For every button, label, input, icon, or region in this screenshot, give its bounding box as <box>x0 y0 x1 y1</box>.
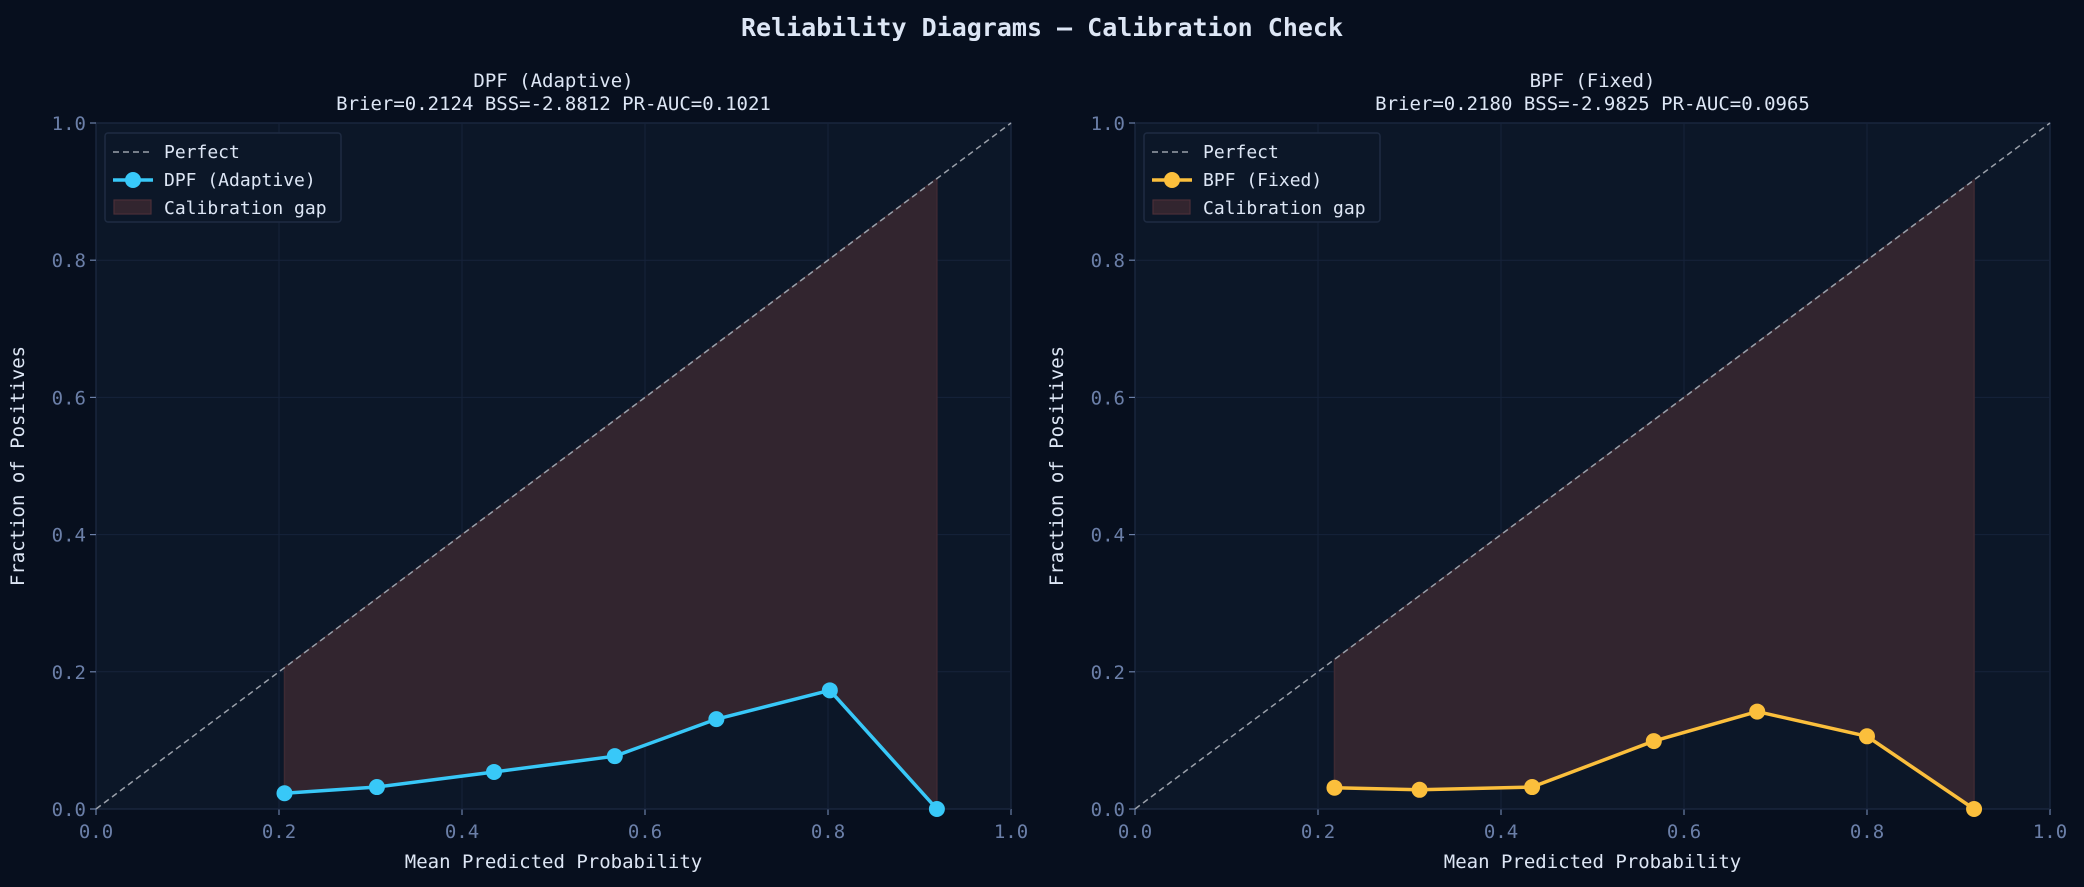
perfect-calibration-line <box>95 122 1012 810</box>
y-tick-label: 0.8 <box>1091 250 1125 272</box>
legend-gap-swatch <box>113 199 152 215</box>
x-tick-label: 0.2 <box>262 821 296 843</box>
data-point <box>276 785 293 802</box>
x-tick-label: 0.0 <box>1118 821 1152 843</box>
subplot-2: 0.0 0.2 0.4 0.6 0.8 1.0 0.0 0.2 0.4 0.6 0.8 1.0 BPF … <box>1046 70 2067 873</box>
legend-label: DPF (Adaptive) <box>164 170 316 191</box>
y-tick-label: 0.0 <box>1091 799 1125 821</box>
data-point <box>708 711 725 728</box>
legend-series-marker <box>1164 172 1180 188</box>
y-tick-label: 0.6 <box>1091 387 1125 409</box>
data-point <box>1326 779 1343 796</box>
data-point <box>1411 781 1428 798</box>
y-axis-label: Fraction of Positives <box>1046 346 1068 586</box>
y-tick-label: 0.2 <box>1091 662 1125 684</box>
legend-label: Calibration gap <box>1203 198 1366 219</box>
data-point <box>368 779 385 796</box>
y-tick-label: 0.0 <box>52 799 86 821</box>
x-tick-label: 0.6 <box>1667 821 1701 843</box>
subplot-title: DPF (Adaptive) <box>473 70 633 92</box>
subplot-title: BPF (Fixed) <box>1530 70 1656 92</box>
x-tick-label: 1.0 <box>2033 821 2067 843</box>
x-tick-label: 0.6 <box>628 821 662 843</box>
legend-box <box>1143 132 1381 223</box>
data-point <box>928 801 945 817</box>
data-point <box>486 763 503 780</box>
data-point <box>606 748 623 765</box>
x-tick-label: 0.4 <box>1484 821 1518 843</box>
subplot-subtitle: Brier=0.2180 BSS=-2.9825 PR-AUC=0.0965 <box>1375 93 1810 115</box>
legend: Perfect BPF (Fixed) Calibration gap <box>1143 132 1381 223</box>
data-point <box>821 682 838 699</box>
x-tick-label: 0.0 <box>79 821 113 843</box>
y-tick-label: 0.4 <box>1091 525 1125 547</box>
perfect-calibration-line <box>1134 122 2051 810</box>
data-point <box>1645 733 1662 750</box>
legend-label: BPF (Fixed) <box>1203 170 1322 191</box>
legend-series-marker <box>125 172 141 188</box>
x-axis-label: Mean Predicted Probability <box>1444 851 1741 873</box>
figure-title: Reliability Diagrams — Calibration Check <box>741 13 1343 42</box>
data-point <box>1859 728 1875 745</box>
x-tick-label: 0.8 <box>1850 821 1884 843</box>
x-tick-label: 0.2 <box>1301 821 1335 843</box>
subplot-1: 0.0 0.2 0.4 0.6 0.8 1.0 0.0 0.2 0.4 0.6 0.8 1.0 DPF … <box>7 70 1028 873</box>
data-point <box>1524 779 1541 796</box>
x-tick-label: 1.0 <box>994 821 1028 843</box>
legend: Perfect DPF (Adaptive) Calibration gap <box>104 132 342 223</box>
legend-label: Calibration gap <box>164 198 327 219</box>
legend-label: Perfect <box>164 142 240 163</box>
data-point <box>1966 801 1983 817</box>
x-tick-label: 0.8 <box>811 821 845 843</box>
legend-label: Perfect <box>1203 142 1279 163</box>
y-tick-label: 1.0 <box>52 113 86 135</box>
legend-gap-swatch <box>1152 199 1191 215</box>
data-point <box>1749 703 1766 720</box>
y-axis-label: Fraction of Positives <box>7 346 29 586</box>
y-tick-label: 0.2 <box>52 662 86 684</box>
legend-box <box>104 132 342 223</box>
y-tick-label: 0.6 <box>52 387 86 409</box>
y-tick-label: 1.0 <box>1091 113 1125 135</box>
y-tick-label: 0.4 <box>52 525 86 547</box>
subplot-subtitle: Brier=0.2124 BSS=-2.8812 PR-AUC=0.1021 <box>336 93 771 115</box>
x-axis-label: Mean Predicted Probability <box>405 851 702 873</box>
x-tick-label: 0.4 <box>445 821 479 843</box>
y-tick-label: 0.8 <box>52 250 86 272</box>
